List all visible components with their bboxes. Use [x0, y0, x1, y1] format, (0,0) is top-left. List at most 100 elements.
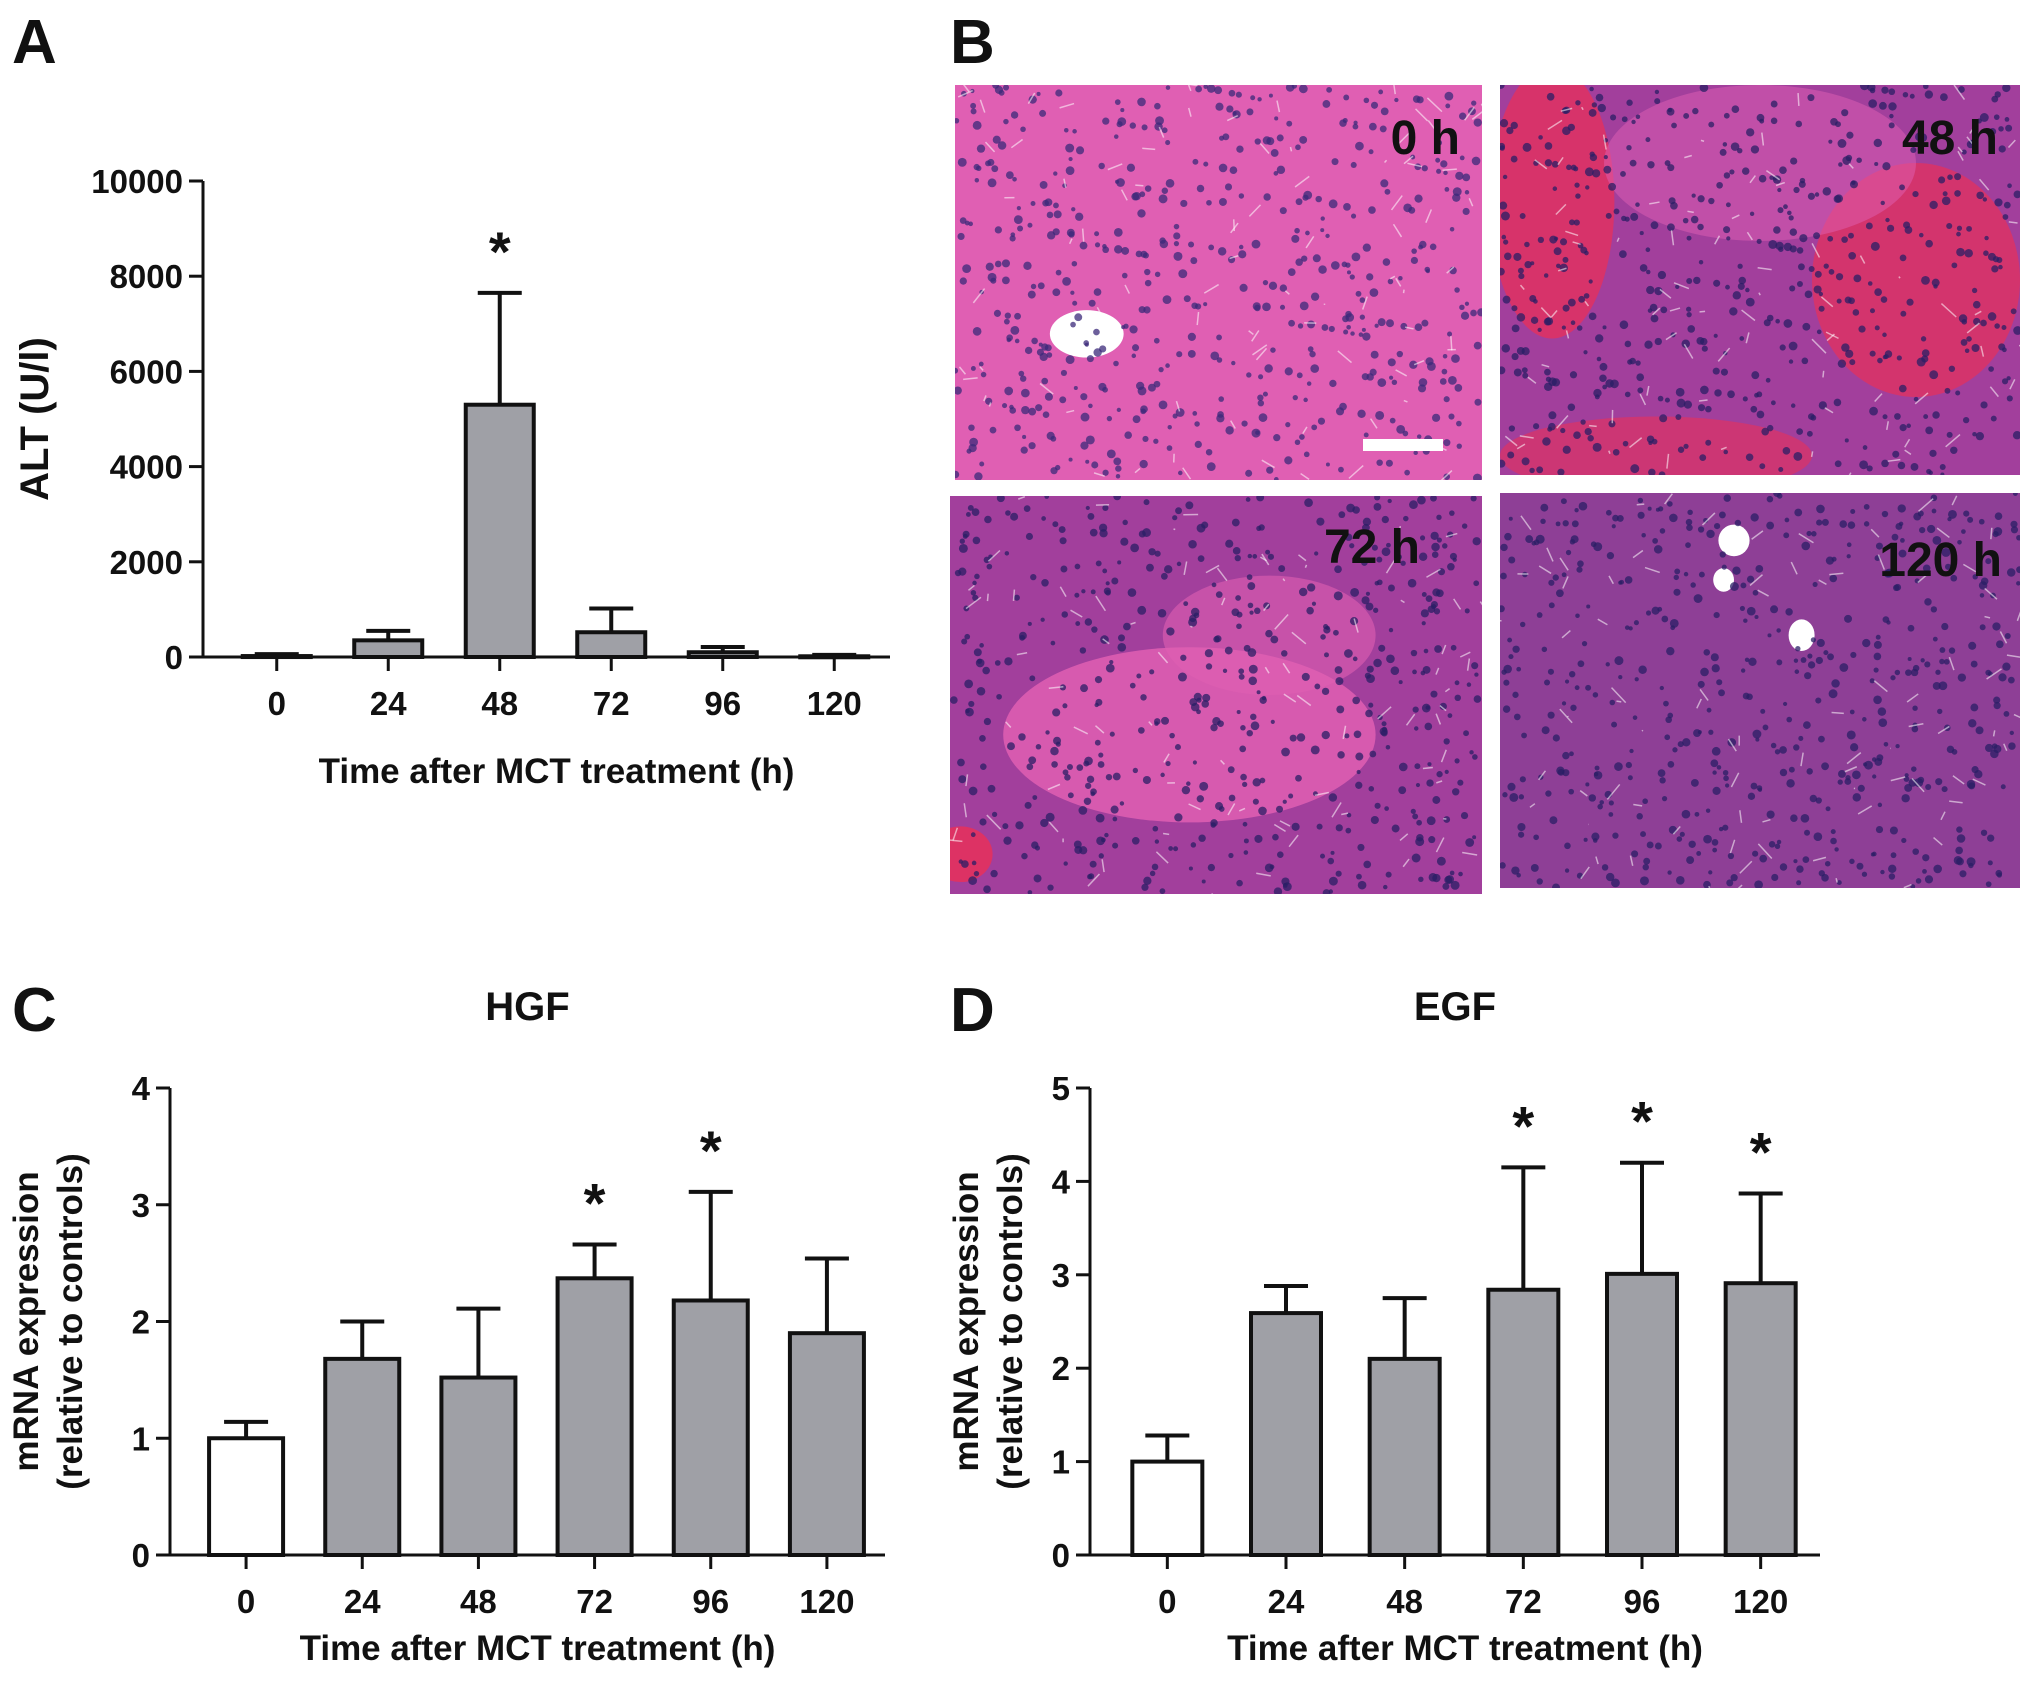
nucleus	[1387, 498, 1392, 504]
nucleus	[1192, 411, 1198, 416]
sinusoid	[1027, 92, 1036, 104]
nucleus	[1039, 109, 1047, 117]
nucleus	[1521, 732, 1527, 739]
nucleus	[1368, 149, 1374, 155]
sinusoid	[1427, 120, 1438, 132]
nucleus	[1645, 137, 1651, 143]
sinusoid	[1059, 102, 1075, 109]
nucleus	[1218, 163, 1228, 173]
sinusoid	[1282, 662, 1291, 674]
nucleus	[1440, 160, 1448, 168]
nucleus	[1993, 702, 2001, 710]
nucleus	[1712, 847, 1718, 853]
nucleus	[1873, 695, 1882, 705]
nucleus	[1771, 873, 1779, 881]
nucleus	[1368, 786, 1375, 792]
nucleus	[1906, 423, 1911, 429]
nucleus	[1044, 198, 1053, 207]
nucleus	[1299, 135, 1308, 144]
nucleus	[1501, 234, 1507, 240]
nucleus	[1328, 876, 1338, 886]
nucleus	[1079, 647, 1087, 654]
nucleus	[1465, 838, 1475, 847]
nucleus	[1026, 763, 1034, 771]
nucleus	[1954, 190, 1961, 197]
sinusoid	[1595, 856, 1599, 865]
nucleus	[1071, 260, 1078, 267]
nucleus	[1990, 749, 1999, 759]
panel-letter-d: D	[950, 976, 995, 1045]
nucleus	[1828, 139, 1833, 144]
nucleus	[1611, 878, 1620, 888]
nucleus	[1972, 574, 1978, 580]
nucleus	[1823, 263, 1829, 269]
nucleus	[1292, 394, 1298, 401]
nucleus	[1430, 531, 1439, 541]
nucleus	[1218, 806, 1225, 812]
nucleus	[1634, 677, 1639, 682]
nucleus	[1252, 798, 1259, 805]
nucleus	[955, 367, 959, 374]
nucleus	[1931, 278, 1940, 287]
nucleus	[1994, 323, 2000, 329]
nucleus	[1436, 139, 1443, 146]
nucleus	[1346, 270, 1351, 275]
nucleus	[1267, 553, 1275, 560]
nucleus	[1276, 165, 1286, 175]
sinusoid	[1966, 136, 1975, 146]
nucleus	[1050, 435, 1057, 442]
nucleus	[1882, 414, 1888, 420]
nucleus	[1410, 808, 1416, 814]
nucleus	[1828, 689, 1838, 699]
nucleus	[1374, 323, 1379, 328]
nucleus	[1190, 702, 1200, 712]
nucleus	[1376, 459, 1383, 466]
nucleus	[1243, 838, 1249, 844]
tissue-region	[1713, 568, 1734, 592]
nucleus	[1779, 863, 1788, 871]
sinusoid	[1731, 214, 1740, 220]
sinusoid	[1393, 85, 1396, 95]
nucleus	[1272, 833, 1279, 841]
nucleus	[1795, 120, 1803, 128]
sinusoid	[1205, 564, 1220, 574]
sinusoid	[1183, 561, 1188, 576]
nucleus	[1419, 240, 1427, 249]
nucleus	[1461, 523, 1468, 529]
nucleus	[1363, 97, 1370, 104]
sinusoid	[1739, 810, 1743, 823]
nucleus	[1142, 775, 1151, 785]
nucleus	[1654, 98, 1661, 105]
nucleus	[1144, 185, 1152, 192]
nucleus	[1991, 95, 1999, 103]
nucleus	[1132, 767, 1139, 774]
x-tick-label: 72	[1505, 1583, 1542, 1620]
nucleus	[971, 508, 980, 516]
nucleus	[1459, 112, 1467, 120]
nucleus	[1548, 411, 1557, 420]
nucleus	[1426, 816, 1436, 826]
nucleus	[1410, 256, 1419, 265]
nucleus	[1902, 91, 1909, 98]
nucleus	[1102, 117, 1110, 125]
nucleus	[1302, 194, 1309, 201]
nucleus	[1720, 368, 1728, 376]
nucleus	[976, 686, 986, 696]
sinusoid	[965, 774, 969, 787]
nucleus	[1270, 719, 1275, 724]
sinusoid	[1890, 776, 1906, 782]
nucleus	[1447, 331, 1453, 337]
nucleus	[1464, 301, 1470, 306]
nucleus	[1279, 207, 1287, 215]
nucleus	[1500, 543, 1508, 552]
nucleus	[1718, 689, 1725, 697]
nucleus	[1289, 734, 1297, 742]
nucleus	[1021, 852, 1028, 860]
nucleus	[1136, 673, 1142, 679]
nucleus	[1549, 816, 1558, 825]
nucleus	[1991, 265, 1999, 273]
nucleus	[1298, 587, 1308, 597]
nucleus	[1456, 420, 1462, 427]
nucleus	[1102, 386, 1108, 393]
sinusoid	[1729, 839, 1736, 854]
